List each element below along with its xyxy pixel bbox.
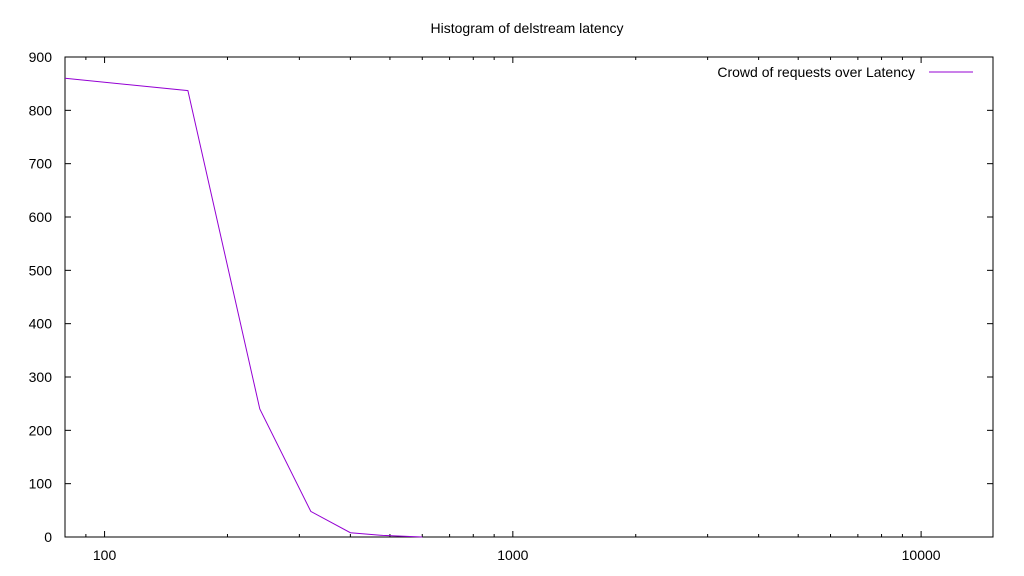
y-tick-label: 300	[29, 369, 53, 385]
y-tick-label: 600	[29, 209, 53, 225]
y-tick-label: 200	[29, 422, 53, 438]
x-tick-label: 10000	[902, 547, 941, 563]
y-tick-label: 800	[29, 102, 53, 118]
x-tick-label: 1000	[497, 547, 528, 563]
series-layer	[64, 77, 423, 538]
series-line	[64, 77, 423, 538]
data-point	[350, 532, 351, 533]
y-axis: 0 100 200 300 400 500 600 700 800 900	[29, 49, 993, 545]
legend-label: Crowd of requests over Latency	[717, 64, 915, 80]
data-point	[422, 536, 423, 537]
data-point	[382, 535, 383, 536]
legend: Crowd of requests over Latency	[717, 64, 973, 80]
y-tick-label: 500	[29, 262, 53, 278]
x-axis: 100 1000 10000	[64, 57, 941, 563]
y-tick-label: 400	[29, 316, 53, 332]
chart-title: Histogram of delstream latency	[431, 20, 624, 36]
data-point	[187, 90, 188, 91]
data-point	[409, 536, 410, 537]
y-tick-label: 900	[29, 49, 53, 65]
x-tick-label: 100	[93, 547, 117, 563]
y-tick-label: 700	[29, 156, 53, 172]
y-tick-label: 100	[29, 476, 53, 492]
plot-frame	[64, 56, 994, 538]
data-point	[64, 78, 65, 79]
y-tick-label: 0	[44, 529, 52, 545]
data-point	[259, 408, 260, 409]
data-point	[310, 511, 311, 512]
